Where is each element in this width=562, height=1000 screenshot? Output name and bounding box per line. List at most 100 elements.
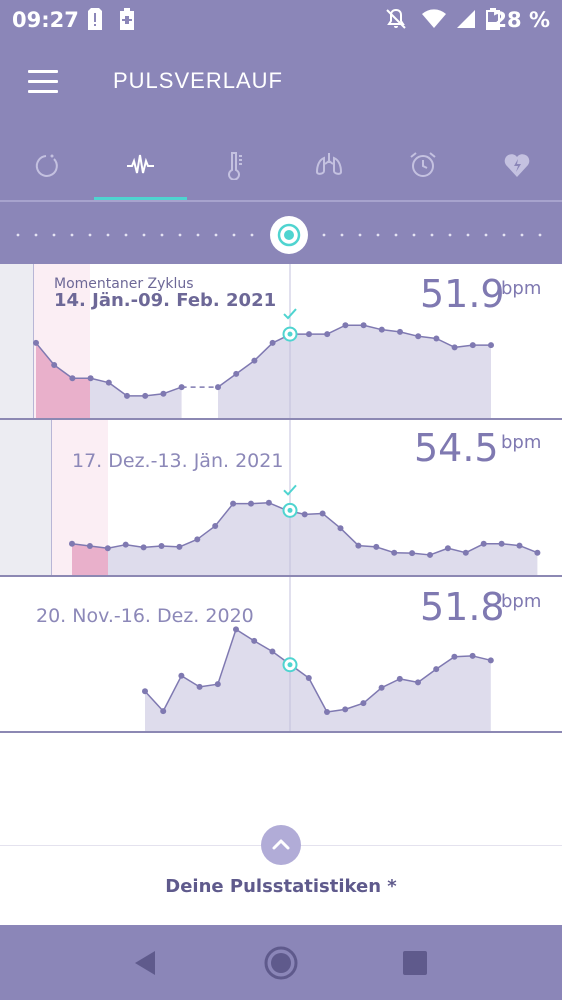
series-line bbox=[399, 678, 419, 684]
data-point bbox=[306, 331, 312, 338]
tab-cycle[interactable] bbox=[0, 122, 93, 202]
data-point bbox=[105, 379, 112, 386]
data-point bbox=[104, 545, 111, 552]
hamburger-menu-icon[interactable] bbox=[24, 62, 64, 102]
notifications-off-icon bbox=[385, 8, 407, 34]
cycle-unit: bpm bbox=[501, 591, 542, 612]
timeline-dot bbox=[250, 233, 254, 237]
series-line bbox=[217, 629, 237, 685]
data-point bbox=[415, 679, 421, 686]
data-point bbox=[462, 549, 469, 556]
series-line bbox=[217, 373, 237, 388]
series-line bbox=[107, 543, 126, 549]
battery-icon bbox=[486, 8, 500, 34]
data-point bbox=[214, 681, 221, 688]
series-line bbox=[344, 702, 364, 711]
tab-lungs[interactable] bbox=[282, 122, 375, 202]
data-point bbox=[451, 653, 458, 660]
timeline-dot bbox=[52, 233, 56, 237]
data-point bbox=[87, 375, 94, 382]
series-line bbox=[362, 687, 383, 704]
series-line bbox=[308, 677, 328, 713]
data-point bbox=[397, 328, 403, 335]
cycle-average-value: 51.8 bbox=[420, 585, 505, 629]
home-circle-icon[interactable] bbox=[263, 945, 299, 985]
data-point bbox=[215, 384, 221, 391]
tab-alarm[interactable] bbox=[376, 122, 469, 202]
cycle-dates: 20. Nov.-16. Dez. 2020 bbox=[36, 605, 254, 627]
chevron-up-icon bbox=[272, 839, 290, 850]
period-area bbox=[72, 543, 108, 575]
data-point bbox=[69, 540, 75, 547]
series-line bbox=[381, 678, 401, 689]
series-line bbox=[399, 331, 419, 338]
series-line bbox=[519, 544, 538, 554]
series-line bbox=[199, 683, 218, 688]
data-point bbox=[427, 551, 433, 558]
tab-temperature[interactable] bbox=[188, 122, 281, 202]
series-line bbox=[196, 525, 216, 540]
series-line bbox=[108, 382, 128, 397]
series-line bbox=[145, 392, 164, 397]
data-point bbox=[378, 326, 385, 333]
cycle-dates: 14. Jän.-09. Feb. 2021 bbox=[54, 290, 277, 311]
data-point bbox=[142, 392, 149, 399]
timeline-dot bbox=[376, 233, 380, 237]
battery-charging-icon bbox=[120, 8, 134, 34]
cycle-average-value: 51.9 bbox=[420, 272, 505, 316]
back-triangle-icon[interactable] bbox=[131, 949, 159, 981]
series-line bbox=[35, 342, 55, 366]
cycle-card-current[interactable]: Momentaner Zyklus 14. Jän.-09. Feb. 2021… bbox=[0, 264, 562, 420]
page-title: PULSVERLAUF bbox=[113, 68, 283, 93]
timeline-scrubber[interactable] bbox=[0, 202, 562, 264]
series-line bbox=[235, 359, 255, 375]
cycle-card[interactable]: 17. Dez.-13. Jän. 2021 54.5 bpm bbox=[0, 420, 562, 577]
data-point bbox=[160, 390, 167, 397]
tab-heart[interactable] bbox=[470, 122, 562, 202]
series-line bbox=[429, 547, 449, 556]
timeline-dot bbox=[70, 233, 74, 237]
recents-square-icon[interactable] bbox=[403, 951, 427, 979]
cycle-dates: 17. Dez.-13. Jän. 2021 bbox=[72, 450, 284, 472]
data-point bbox=[360, 322, 367, 329]
data-point bbox=[248, 500, 254, 507]
series-line bbox=[253, 640, 273, 653]
series-line bbox=[71, 543, 90, 547]
data-point bbox=[337, 525, 344, 532]
cycle-caption: Momentaner Zyklus bbox=[54, 276, 194, 292]
thermometer-icon bbox=[228, 152, 242, 180]
data-point bbox=[433, 335, 440, 342]
pulse-chart bbox=[0, 420, 541, 575]
series-line bbox=[181, 675, 200, 688]
pulse-chart bbox=[142, 577, 494, 731]
cycle-card[interactable]: 20. Nov.-16. Dez. 2020 51.8 bpm bbox=[0, 577, 562, 733]
series-line bbox=[322, 512, 341, 529]
pulse-icon bbox=[127, 154, 154, 174]
series-line bbox=[179, 538, 198, 548]
data-point bbox=[360, 700, 367, 707]
chart-area bbox=[145, 629, 491, 731]
selected-point-center bbox=[287, 662, 293, 668]
data-point bbox=[86, 543, 93, 550]
data-point bbox=[160, 708, 167, 715]
series-line bbox=[454, 344, 473, 349]
stats-title[interactable]: Deine Pulsstatistiken * bbox=[165, 876, 397, 897]
tab-pulse[interactable] bbox=[94, 122, 187, 202]
series-line bbox=[162, 675, 183, 712]
battery-percent: 28 % bbox=[492, 8, 550, 32]
data-point bbox=[480, 540, 487, 547]
series-line bbox=[326, 708, 346, 713]
data-point bbox=[324, 331, 331, 338]
data-point bbox=[409, 550, 416, 557]
data-point bbox=[233, 626, 239, 633]
cycle-unit: bpm bbox=[501, 278, 542, 299]
data-point bbox=[469, 342, 476, 349]
data-point bbox=[516, 542, 523, 549]
timeline-handle[interactable] bbox=[270, 216, 308, 254]
series-line bbox=[214, 503, 234, 527]
timeline-dot bbox=[34, 233, 38, 237]
data-point bbox=[433, 666, 440, 673]
ovulation-check-icon bbox=[283, 308, 297, 320]
series-line bbox=[417, 668, 437, 684]
stats-expand-button[interactable] bbox=[261, 825, 301, 865]
